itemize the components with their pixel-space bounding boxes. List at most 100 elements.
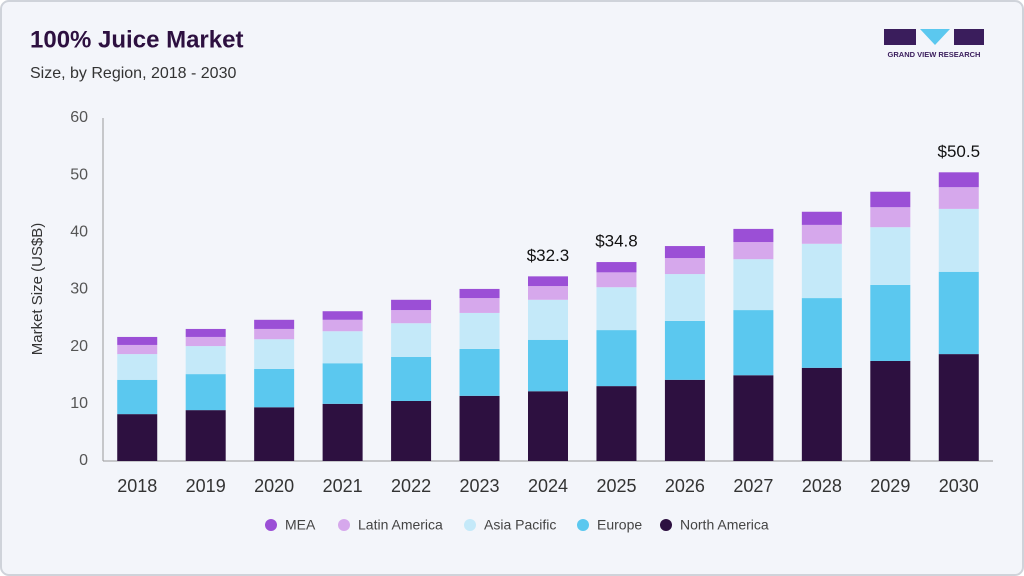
bar-segment: [528, 339, 568, 392]
bar-segment: [391, 299, 432, 311]
bar-segment: [938, 208, 979, 272]
y-tick-label: 50: [70, 166, 88, 183]
bar-segment: [870, 191, 911, 208]
bar-segment: [254, 407, 295, 461]
bar-segment: [459, 395, 500, 461]
legend-label: North America: [680, 517, 769, 533]
bar-segment: [322, 363, 363, 404]
bar-segment: [733, 242, 774, 260]
legend-swatch: [577, 519, 589, 531]
total-label: $34.8: [595, 232, 638, 251]
bar-segment: [391, 356, 432, 401]
legend-swatch: [265, 519, 277, 531]
y-tick-label: 40: [70, 224, 88, 241]
bar-segment: [664, 274, 705, 321]
x-tick-label: 2020: [254, 476, 294, 496]
bar-segment: [185, 328, 226, 337]
bar-segment: [117, 354, 158, 380]
bar-segment: [596, 272, 637, 288]
bar-segment: [733, 259, 774, 311]
bar-segment: [254, 319, 295, 329]
bar-segment: [322, 331, 363, 364]
x-tick-label: 2022: [391, 476, 431, 496]
bar-segment: [322, 311, 363, 320]
bar-segment: [117, 344, 158, 355]
bar-segment: [596, 287, 637, 331]
bar-segment: [938, 172, 979, 188]
bar-segment: [391, 310, 432, 324]
x-tick-label: 2027: [733, 476, 773, 496]
y-tick-label: 10: [70, 395, 88, 412]
bar-segment: [733, 375, 774, 461]
legend-label: Europe: [597, 517, 642, 533]
bar-segment: [117, 414, 158, 461]
x-tick-label: 2026: [665, 476, 705, 496]
y-tick-label: 30: [70, 281, 88, 298]
legend-label: Asia Pacific: [484, 517, 556, 533]
bar-segment: [528, 391, 568, 461]
bar-segment: [528, 276, 568, 287]
y-tick-label: 0: [79, 452, 88, 469]
bar-segment: [322, 403, 363, 461]
bar-segment: [254, 368, 295, 408]
bar-segment: [459, 298, 500, 313]
bar-segment: [801, 243, 842, 299]
bar-segment: [254, 339, 295, 369]
bar-segment: [322, 319, 363, 332]
bar-segment: [870, 227, 911, 285]
total-label: $32.3: [527, 246, 570, 265]
bar-segment: [870, 360, 911, 461]
bar-segment: [938, 354, 979, 461]
legend-swatch: [464, 519, 476, 531]
x-tick-label: 2024: [528, 476, 568, 496]
bar-segment: [801, 367, 842, 461]
bar-segment: [254, 328, 295, 340]
bar-segment: [664, 258, 705, 275]
bar-segment: [117, 379, 158, 415]
bar-segment: [801, 298, 842, 368]
x-tick-label: 2021: [323, 476, 363, 496]
y-tick-label: 60: [70, 109, 88, 126]
bar-segment: [459, 312, 500, 349]
bar-segment: [185, 410, 226, 461]
bar-segment: [596, 330, 637, 387]
legend-swatch: [338, 519, 350, 531]
x-tick-label: 2023: [460, 476, 500, 496]
x-tick-label: 2028: [802, 476, 842, 496]
logo: GRAND VIEW RESEARCH: [884, 29, 984, 59]
x-tick-label: 2019: [186, 476, 226, 496]
chart-title: 100% Juice Market: [30, 26, 243, 53]
chart-subtitle: Size, by Region, 2018 - 2030: [30, 65, 236, 82]
bar-segment: [459, 288, 500, 299]
bar-segment: [185, 374, 226, 411]
total-label: $50.5: [937, 142, 980, 161]
bar-segment: [801, 211, 842, 225]
bar-segment: [391, 400, 432, 461]
bar-segment: [938, 271, 979, 355]
bar-segment: [801, 224, 842, 244]
bar-segment: [870, 284, 911, 361]
bar-segment: [664, 246, 705, 259]
bar-segment: [733, 228, 774, 243]
bar-segment: [185, 336, 226, 347]
bar-segment: [733, 310, 774, 376]
logo-text: GRAND VIEW RESEARCH: [888, 50, 981, 59]
x-tick-label: 2029: [870, 476, 910, 496]
y-tick-label: 20: [70, 338, 88, 355]
bar-segment: [664, 379, 705, 461]
bar-segment: [459, 348, 500, 396]
x-tick-label: 2025: [596, 476, 636, 496]
legend-swatch: [660, 519, 672, 531]
legend-label: MEA: [285, 517, 316, 533]
logo-block: [884, 29, 916, 45]
x-tick-label: 2018: [117, 476, 157, 496]
legend-label: Latin America: [358, 517, 443, 533]
y-axis-title: Market Size (US$B): [29, 223, 46, 356]
bar-segment: [117, 336, 158, 345]
bar-segment: [596, 262, 637, 273]
logo-block: [954, 29, 984, 45]
bar-segment: [391, 323, 432, 357]
bar-segment: [528, 286, 568, 300]
bar-segment: [870, 207, 911, 228]
